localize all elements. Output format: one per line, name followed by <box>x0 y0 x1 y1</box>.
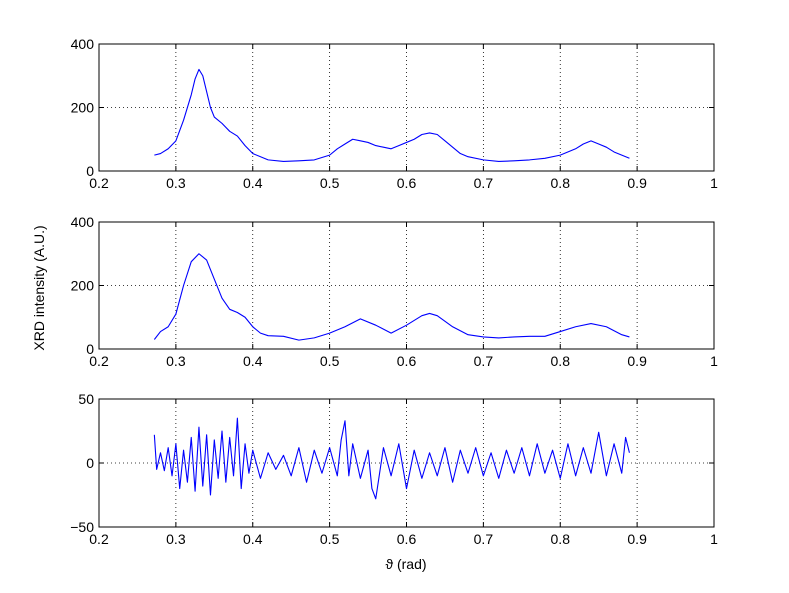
y-axis-label: XRD intensity (A.U.) <box>31 225 47 350</box>
x-tick-label: 0.5 <box>320 353 340 369</box>
x-tick-label: 0.5 <box>320 531 340 547</box>
subplot-residual: 0.2 0.3 0.4 0.5 0.6 0.7 0.8 0.9 1 −50 0 50 <box>70 391 718 547</box>
x-tick-label: 0.8 <box>551 175 571 191</box>
x-tick-label: 0.7 <box>474 353 494 369</box>
y-tick-label: 0 <box>86 163 94 179</box>
y-tick-label: 200 <box>71 100 95 116</box>
x-tick-label: 1 <box>710 531 718 547</box>
x-tick-label: 0.9 <box>627 353 647 369</box>
y-tick-label: 50 <box>78 391 94 407</box>
x-tick-label: 0.6 <box>397 175 417 191</box>
subplot-raw: 0.2 0.3 0.4 0.5 0.6 0.7 0.8 0.9 1 0 200 400 <box>71 36 718 191</box>
x-tick-label: 0.2 <box>89 353 109 369</box>
x-axis-label: ϑ (rad) <box>385 556 426 572</box>
x-tick-label: 0.3 <box>166 353 186 369</box>
y-tick-label: −50 <box>70 519 94 535</box>
x-tick-label: 0.8 <box>551 353 571 369</box>
x-tick-label: 0.6 <box>397 531 417 547</box>
x-tick-label: 0.4 <box>243 353 263 369</box>
x-tick-label: 1 <box>710 175 718 191</box>
x-tick-label: 0.9 <box>627 175 647 191</box>
y-tick-label: 0 <box>86 341 94 357</box>
series-line-raw <box>154 68 630 163</box>
x-tick-label: 0.2 <box>89 531 109 547</box>
y-tick-label: 200 <box>71 278 95 294</box>
x-tick-label: 0.5 <box>320 175 340 191</box>
x-tick-label: 0.4 <box>243 531 263 547</box>
x-tick-label: 0.9 <box>627 531 647 547</box>
y-tick-label: 400 <box>71 36 95 52</box>
series-line-smoothed <box>153 253 630 341</box>
x-tick-label: 0.3 <box>166 175 186 191</box>
x-tick-label: 0.6 <box>397 353 417 369</box>
y-tick-label: 400 <box>71 214 95 230</box>
subplot-smoothed: 0.2 0.3 0.4 0.5 0.6 0.7 0.8 0.9 1 0 200 400 <box>71 214 718 369</box>
y-tick-label: 0 <box>86 455 94 471</box>
x-tick-label: 0.7 <box>474 175 494 191</box>
x-tick-label: 0.3 <box>166 531 186 547</box>
x-tick-label: 0.2 <box>89 175 109 191</box>
series-line-residual <box>153 417 630 500</box>
x-tick-label: 0.8 <box>551 531 571 547</box>
x-tick-label: 0.4 <box>243 175 263 191</box>
x-tick-label: 1 <box>710 353 718 369</box>
x-tick-label: 0.7 <box>474 531 494 547</box>
